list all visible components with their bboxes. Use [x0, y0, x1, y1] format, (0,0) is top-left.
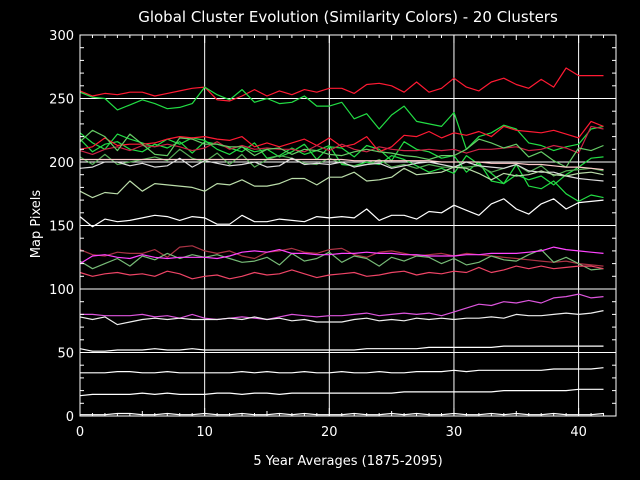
x-tick-label: 10: [196, 425, 213, 440]
series-line-12: [79, 198, 604, 228]
y-tick-label: 250: [49, 93, 74, 108]
x-tick-label: 20: [321, 425, 338, 440]
y-tick-label: 200: [49, 156, 74, 171]
y-tick-label: 50: [57, 347, 74, 362]
y-axis-label: Map Pixels: [29, 190, 44, 259]
x-axis-label: 5 Year Averages (1875-2095): [253, 454, 442, 469]
series-line-9: [80, 158, 604, 171]
series-lines: [79, 67, 604, 416]
series-line-14: [79, 249, 604, 271]
series-line-5: [79, 120, 604, 153]
x-tick-label: 40: [570, 425, 587, 440]
series-line-18: [79, 310, 604, 326]
series-line-13: [79, 245, 604, 267]
x-tick-label: 30: [446, 425, 463, 440]
series-line-17: [80, 293, 604, 321]
chart-title: Global Cluster Evolution (Similarity Col…: [138, 8, 558, 26]
y-tick-label: 100: [49, 283, 74, 298]
y-tick-label: 150: [49, 220, 74, 235]
y-tick-label: 300: [49, 29, 74, 44]
series-line-2: [79, 86, 604, 152]
series-line-10: [79, 157, 604, 182]
series-line-16: [79, 265, 604, 280]
series-line-6: [79, 125, 604, 155]
series-line-7: [79, 129, 604, 168]
series-line-19: [79, 345, 604, 352]
axis-ticks: 0 50 100 150 200 250 300 0 10 20 30 40: [49, 29, 616, 440]
series-line-21: [79, 388, 604, 397]
series-line-20: [80, 367, 604, 374]
series-line-1: [79, 67, 604, 102]
series-line-15: [79, 246, 604, 265]
y-tick-label: 0: [66, 410, 74, 425]
series-line-11: [79, 166, 604, 199]
x-tick-label: 0: [76, 425, 84, 440]
